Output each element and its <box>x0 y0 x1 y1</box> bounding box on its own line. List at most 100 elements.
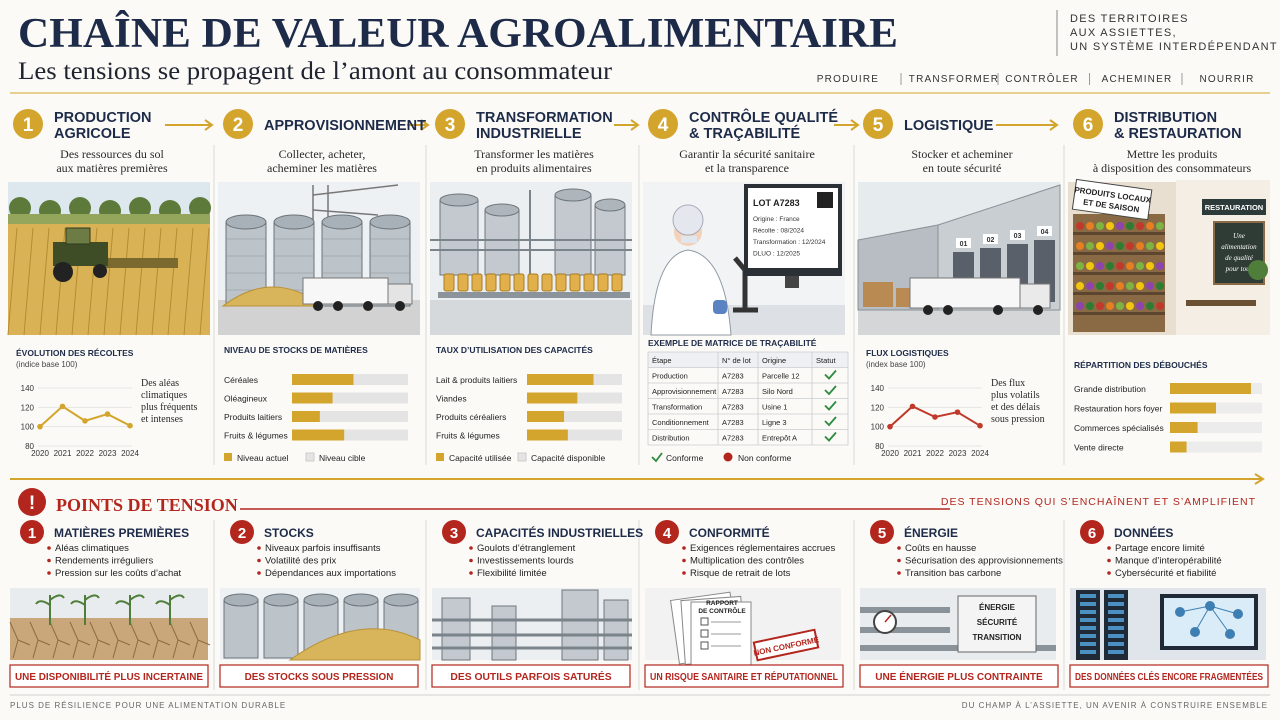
shape <box>1108 610 1124 614</box>
shape <box>129 197 151 219</box>
x-tick-label: 2024 <box>971 449 989 458</box>
x-tick-label: 2024 <box>121 449 139 458</box>
shape <box>1073 292 1165 295</box>
bar <box>292 429 345 441</box>
y-tick-label: 80 <box>25 442 34 451</box>
check-icon <box>651 452 663 463</box>
step-number: 1 <box>23 115 34 136</box>
bullet <box>897 571 901 575</box>
shape <box>1156 302 1164 310</box>
bar-label: Vente directe <box>1074 443 1124 453</box>
shape <box>923 305 933 315</box>
shape <box>383 593 419 607</box>
shape <box>554 194 592 276</box>
shape <box>65 227 91 245</box>
step-badge <box>1073 109 1103 139</box>
caption-box <box>1069 664 1269 688</box>
chart-title: ÉVOLUTION DES RÉCOLTES <box>16 348 134 358</box>
shape <box>1146 262 1154 270</box>
step-title: PRODUCTION <box>54 110 151 126</box>
target-bar <box>527 411 622 422</box>
shape <box>583 273 595 292</box>
shape <box>513 273 525 292</box>
shape <box>700 629 709 638</box>
shape <box>1076 302 1084 310</box>
chart-note: plus volatils <box>991 390 1040 401</box>
step-number: 6 <box>1083 115 1094 136</box>
shape <box>1136 242 1144 250</box>
shape <box>1136 282 1144 290</box>
shape <box>1096 262 1104 270</box>
bullet <box>1107 558 1111 563</box>
bar-label: Grande distribution <box>1074 384 1146 394</box>
bar <box>1170 441 1187 453</box>
shape <box>491 605 517 661</box>
tension-caption: DES DONNÉES CLÉS ENCORE FRAGMENTÉES <box>1075 670 1263 683</box>
point <box>82 418 88 424</box>
table-header <box>648 352 848 368</box>
chart-title: RÉPARTITION DES DÉBOUCHÉS <box>1074 360 1208 370</box>
section-arrow <box>10 473 1265 485</box>
table-cell: Silo Nord <box>762 387 793 396</box>
bar-label: Commerces spécialisés <box>1074 423 1164 433</box>
tension-number: 1 <box>28 525 36 542</box>
shape <box>569 273 581 292</box>
legend-swatch <box>436 453 444 461</box>
lot-detail: Origine : France <box>753 216 800 223</box>
shape <box>597 273 609 292</box>
report-text: DE CONTRÔLE <box>698 606 746 615</box>
legend-dot <box>723 452 733 462</box>
shape <box>1108 650 1124 654</box>
chart-title: FLUX LOGISTIQUES <box>866 348 949 358</box>
shape <box>1073 312 1165 315</box>
shape <box>1126 242 1134 250</box>
shape <box>1073 272 1165 275</box>
tension-badge <box>870 520 894 544</box>
shape <box>1010 230 1025 240</box>
shape <box>302 277 389 305</box>
shape <box>312 184 399 230</box>
shape <box>333 301 343 311</box>
table-cell: A7283 <box>722 403 744 412</box>
bar-label: Produits laitiers <box>224 412 282 422</box>
legend-label: Non conforme <box>738 453 792 463</box>
bar-label: Fruits & légumes <box>436 431 500 441</box>
tension-title: DONNÉES <box>1114 525 1173 540</box>
panel-text: SÉCURITÉ <box>977 618 1018 627</box>
panel-text: ÉNERGIE <box>979 603 1016 612</box>
shape <box>1126 262 1134 270</box>
shape <box>39 227 50 336</box>
shape <box>155 594 185 606</box>
nav-item: NOURRIR <box>1199 74 1254 85</box>
footer-text: DU CHAMP À L’ASSIETTE, UN AVENIR À CONST… <box>962 701 1268 710</box>
shape <box>1186 300 1256 306</box>
shape <box>700 617 709 626</box>
shape <box>1096 222 1104 230</box>
y-tick-label: 140 <box>871 384 885 393</box>
tagline: UN SYSTÈME INTERDÉPENDANT <box>1070 40 1278 53</box>
shape <box>554 188 592 202</box>
tension-badge <box>442 520 466 544</box>
step-title: & TRAÇABILITÉ <box>689 125 800 142</box>
tension-caption: UN RISQUE SANITAIRE ET RÉPUTATIONNEL <box>650 670 838 683</box>
nav-item: TRANSFORMER <box>909 74 999 85</box>
tension-title: CAPACITÉS INDUSTRIELLES <box>476 525 643 540</box>
shape <box>135 227 146 336</box>
shape <box>1086 302 1094 310</box>
shape <box>1156 242 1164 250</box>
table-heading: N° de lot <box>722 356 752 365</box>
shape <box>943 305 953 315</box>
shape <box>1126 222 1134 230</box>
tension-caption: DES STOCKS SOUS PRESSION <box>245 672 394 683</box>
tension-badge <box>20 520 44 544</box>
bar-label: Céréales <box>224 375 258 385</box>
tagline: AUX ASSIETTES, <box>1070 27 1177 39</box>
shape <box>439 193 479 207</box>
table-cell: Distribution <box>652 434 690 443</box>
step-title: CONTRÔLE QUALITÉ <box>689 108 838 126</box>
shape <box>1106 262 1114 270</box>
x-tick-label: 2021 <box>54 449 72 458</box>
shape <box>1179 605 1239 635</box>
shape <box>1146 282 1154 290</box>
